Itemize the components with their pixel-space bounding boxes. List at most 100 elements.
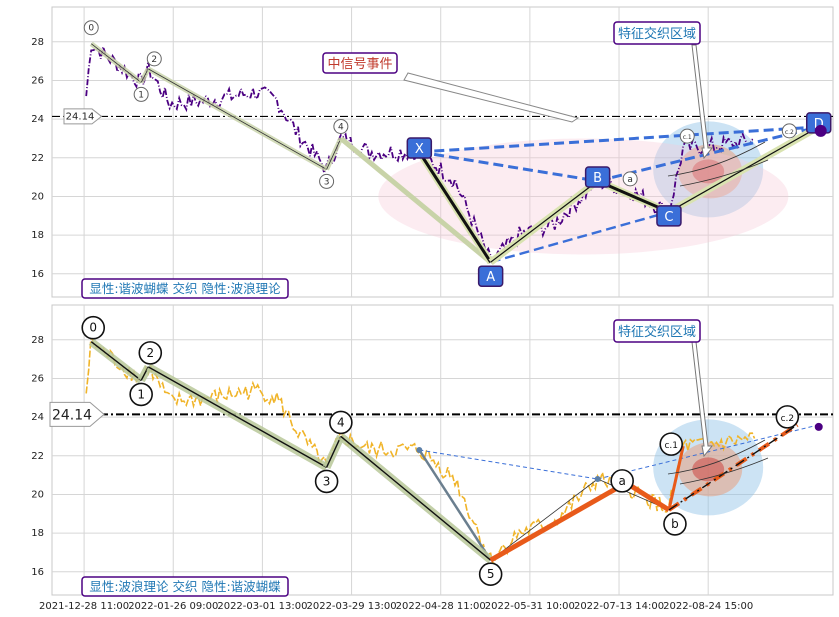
y-tick-label: 26 [31,373,44,384]
harmonic-leg [490,180,598,263]
harmonic-dot [594,476,601,482]
harmonic-point-box [406,137,433,159]
harmonic-leg [418,151,492,264]
wave-point-circle [781,123,797,139]
signal-event-label: 中信号事件 [327,57,392,72]
feature-zone-box [613,21,701,45]
y-tick-label: 28 [31,37,44,48]
harmonic-bd [597,125,820,183]
wave-leg [340,435,492,561]
feature-zone-arrow [691,44,714,160]
wave-point-circle [329,410,353,435]
wave-point-circle [659,432,684,456]
endpoint-dot [814,124,827,137]
harmonic-xb [419,449,598,480]
y-tick-label: 20 [31,191,44,202]
reference-label: 24.14 [52,407,92,423]
wave-point-circle [775,405,800,429]
x-tick-label: 2022-05-31 10:00 [485,601,575,612]
wave-point-circle [83,20,99,36]
wave-leg-bc1 [667,445,685,511]
reference-label-box [63,108,103,125]
x-tick-label: 2022-07-13 14:00 [574,601,664,612]
reference-label: 24.14 [66,111,95,122]
caption-text: 显性:波浪理论 交织 隐性:谐波蝴蝶 [89,579,281,594]
wave-point-label: c.1 [683,134,692,141]
wave-point-circle [133,86,149,102]
feature-zone-arrow [691,341,714,458]
wave-point-circle [663,512,687,536]
wave-point-label: c.2 [781,414,795,424]
wave-point-label: 2 [146,346,154,360]
x-tick-label: 2022-04-28 11:00 [396,601,486,612]
wave-leg [90,341,142,381]
wave-leg-5a [489,480,628,563]
wave-point-circle [333,118,349,134]
harmonic-point-label: X [415,142,424,157]
harmonic-xb [419,150,598,183]
zone-curve [667,439,766,475]
wave-point-label: 3 [324,177,330,187]
harmonic-point-box [656,205,682,227]
wave-leg-ab [624,480,671,513]
y-tick-label: 16 [31,269,44,280]
y-tick-label: 22 [31,153,44,164]
x-tick-label: 2022-03-29 13:00 [306,601,396,612]
wave-leg [147,366,327,469]
wave-point-circle [129,382,153,407]
feature-zone-box [613,319,701,343]
wave-point-label: a [618,474,625,488]
signal-event-arrow [403,72,580,123]
wave-point-label: 2 [151,55,157,65]
wave-point-circle [146,51,162,67]
wave-point-circle [679,128,695,144]
harmonic-ac [490,210,670,264]
wave-point-label: 1 [138,90,144,100]
y-tick-label: 26 [31,75,44,86]
y-tick-label: 24 [31,114,44,125]
wave-point-circle [314,469,339,494]
x-tick-label: 2021-12-28 11:00 [39,601,129,612]
harmonic-dot [416,447,423,453]
y-tick-label: 18 [31,528,44,539]
wave-point-circle [478,562,503,587]
bottom-panel: 16 18 20 22 24 26 28 24.14 0 1 2 3 4 5 a b c.1 c.2 特征交织区域显… [31,304,834,597]
endpoint-dot [814,422,823,431]
harmonic-point-label: C [664,210,673,225]
harmonic-point-label: B [593,171,602,186]
wave-leg [148,68,327,170]
caption-box [81,576,289,597]
x-tick-label: 2022-08-24 15:00 [663,601,753,612]
zone-curve [679,159,769,187]
wave-point-label: 0 [88,24,94,34]
wave-point-circle [622,171,638,187]
caption-box [81,278,289,299]
harmonic-xa [418,449,492,561]
wave-point-label: 4 [338,122,344,132]
wave-leg [325,436,342,468]
wave-projection [668,424,798,511]
wave-point-circle [319,173,335,189]
y-tick-label: 20 [31,489,44,500]
y-tick-label: 16 [31,567,44,578]
wave-point-label: 0 [89,321,97,335]
feature-zone-label: 特征交织区域 [618,324,696,340]
feature-zone-core [692,159,725,184]
wave-leg-band [339,136,493,265]
wave-point-circle [610,469,634,493]
harmonic-ab [490,478,598,561]
wave-point-label: 5 [487,567,495,581]
x-tick-label: 2022-01-26 09:00 [128,601,218,612]
wave-point-label: 4 [337,415,345,429]
wave-point-label: a [627,175,633,185]
wave-point-label: c.2 [785,129,794,136]
harmonic-point-box [584,166,611,188]
harmonic-point-label: D [814,117,824,132]
wave-point-label: b [671,517,679,531]
wave-point-label: 1 [137,387,145,401]
signal-event-box [322,52,398,74]
y-tick-label: 22 [31,451,44,462]
zone-curve [667,141,766,177]
feature-zone-label: 特征交织区域 [618,26,696,42]
